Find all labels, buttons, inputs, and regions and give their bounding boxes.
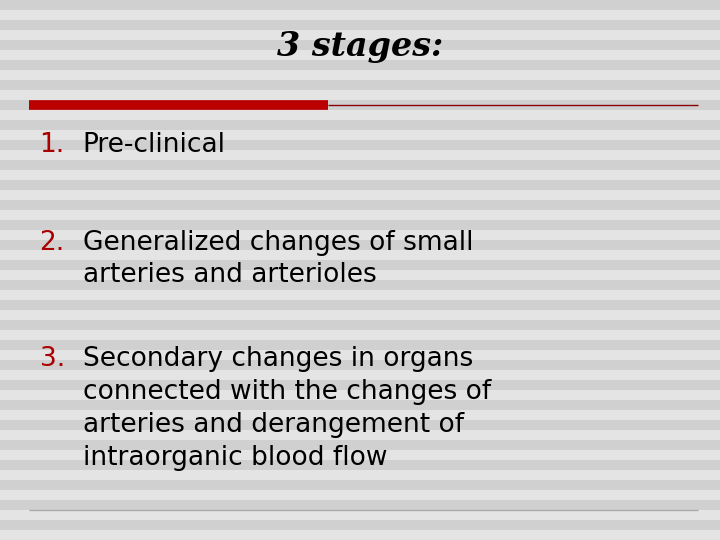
Bar	[0, 70, 720, 80]
Bar	[0, 300, 720, 310]
Text: 3 stages:: 3 stages:	[276, 30, 444, 63]
Bar	[0, 470, 720, 480]
Bar	[0, 440, 720, 450]
Bar	[0, 420, 720, 430]
Bar	[0, 230, 720, 240]
Bar	[0, 100, 720, 110]
Bar	[0, 80, 720, 90]
Bar	[0, 130, 720, 140]
Bar	[0, 90, 720, 100]
Bar	[0, 370, 720, 380]
Bar	[0, 340, 720, 350]
Bar	[0, 530, 720, 540]
Bar	[0, 290, 720, 300]
Bar	[0, 160, 720, 170]
Text: Secondary changes in organs
connected with the changes of
arteries and derangeme: Secondary changes in organs connected wi…	[83, 346, 491, 470]
Bar	[0, 360, 720, 370]
Bar	[0, 140, 720, 150]
Bar	[0, 10, 720, 20]
Bar	[0, 190, 720, 200]
Bar	[0, 110, 720, 120]
Bar	[0, 430, 720, 440]
Bar	[0, 60, 720, 70]
Text: 1.: 1.	[40, 132, 65, 158]
Bar	[0, 200, 720, 210]
Bar	[0, 260, 720, 270]
Bar	[0, 480, 720, 490]
Bar	[0, 120, 720, 130]
Bar	[0, 40, 720, 50]
Bar	[0, 450, 720, 460]
Bar	[0, 150, 720, 160]
Bar	[0, 50, 720, 60]
Bar	[0, 220, 720, 230]
Bar	[0, 180, 720, 190]
Bar	[0, 170, 720, 180]
Bar	[0, 0, 720, 10]
Bar	[0, 210, 720, 220]
Bar	[0, 250, 720, 260]
Bar	[0, 320, 720, 330]
Text: 3.: 3.	[40, 346, 65, 372]
Bar	[0, 30, 720, 40]
Bar	[0, 510, 720, 520]
Bar	[0, 380, 720, 390]
Bar	[0, 270, 720, 280]
Text: Generalized changes of small
arteries and arterioles: Generalized changes of small arteries an…	[83, 230, 473, 288]
Bar	[0, 330, 720, 340]
Text: Pre-clinical: Pre-clinical	[83, 132, 226, 158]
Bar	[0, 240, 720, 250]
Bar	[0, 350, 720, 360]
Bar	[0, 490, 720, 500]
Bar	[0, 500, 720, 510]
Bar	[0, 390, 720, 400]
Bar	[0, 280, 720, 290]
Bar	[0, 20, 720, 30]
Text: 2.: 2.	[40, 230, 65, 255]
Bar	[0, 520, 720, 530]
Bar	[0, 310, 720, 320]
Bar	[0, 400, 720, 410]
Bar	[0, 410, 720, 420]
Bar	[0, 460, 720, 470]
